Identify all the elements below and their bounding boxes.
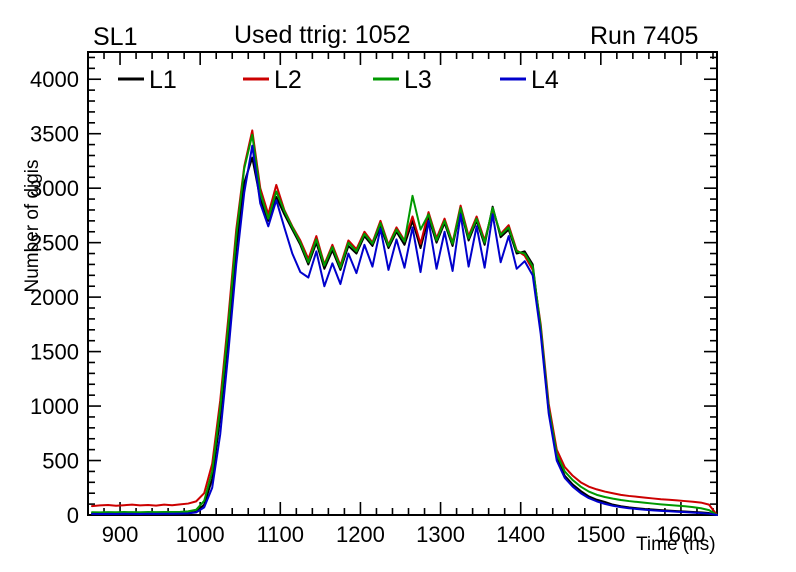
svg-text:1300: 1300 (416, 522, 465, 547)
svg-text:900: 900 (102, 522, 139, 547)
plot-frame (87, 51, 718, 516)
svg-text:2500: 2500 (30, 231, 79, 256)
svg-text:1400: 1400 (496, 522, 545, 547)
svg-text:2000: 2000 (30, 285, 79, 310)
svg-text:3000: 3000 (30, 176, 79, 201)
run-label: Run 7405 (590, 22, 699, 50)
data-curves (91, 129, 718, 516)
curve-L3 (91, 133, 718, 516)
svg-text:3500: 3500 (30, 122, 79, 147)
svg-text:1200: 1200 (336, 522, 385, 547)
svg-text:4000: 4000 (30, 67, 79, 92)
svg-text:1500: 1500 (30, 340, 79, 365)
ttrig-title: Used ttrig: 1052 (234, 21, 411, 49)
svg-text:1000: 1000 (176, 522, 225, 547)
legend-entry-L4[interactable]: L4 (500, 66, 559, 94)
legend[interactable]: L1 L2 L3 L4 (118, 66, 559, 94)
legend-label-L1: L1 (149, 66, 177, 94)
legend-entry-L1[interactable]: L1 (118, 66, 177, 94)
legend-label-L2: L2 (274, 66, 302, 94)
legend-label-L3: L3 (404, 66, 432, 94)
svg-text:1500: 1500 (576, 522, 625, 547)
superlayer-label: SL1 (93, 23, 138, 51)
axis-ticks (87, 52, 717, 516)
svg-text:0: 0 (67, 503, 79, 528)
curve-L2 (91, 129, 718, 516)
legend-entry-L2[interactable]: L2 (243, 66, 302, 94)
x-axis-label: Time (ns) (636, 534, 716, 555)
legend-entry-L3[interactable]: L3 (373, 66, 432, 94)
curve-L4 (91, 144, 718, 516)
legend-label-L4: L4 (531, 66, 559, 94)
svg-text:1600: 1600 (656, 522, 705, 547)
svg-text:500: 500 (42, 449, 79, 474)
svg-text:1000: 1000 (30, 394, 79, 419)
curve-L1 (91, 156, 718, 516)
axis-tick-labels: 0 500 1000 1500 2000 2500 3000 3500 4000 900 1000 1… (30, 67, 705, 547)
svg-text:1100: 1100 (257, 522, 304, 547)
